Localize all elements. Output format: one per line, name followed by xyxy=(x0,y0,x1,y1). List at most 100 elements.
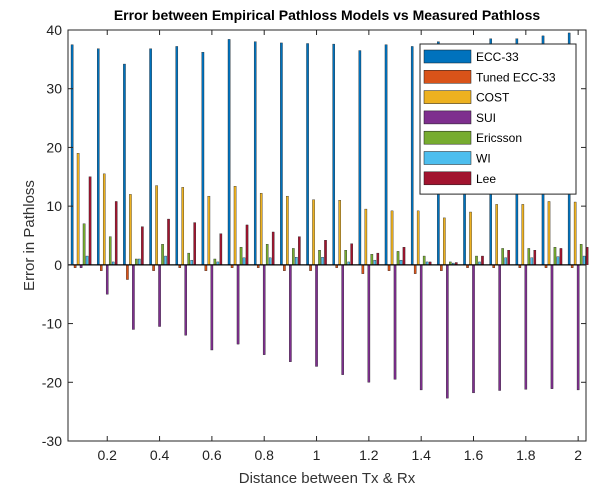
legend-label-wi: WI xyxy=(476,152,491,166)
bar-ecc-33-12 xyxy=(358,50,362,266)
bar-sui-17 xyxy=(498,264,501,391)
legend-swatch-tuned-ecc-33 xyxy=(423,70,472,84)
y-tick-label: 20 xyxy=(46,139,62,155)
bar-cost-14 xyxy=(416,210,420,266)
bar-ecc-33-6 xyxy=(201,52,205,266)
plot-frame xyxy=(67,29,587,442)
legend-swatch-ecc-33 xyxy=(423,49,472,64)
bar-cost-19 xyxy=(547,201,551,266)
bar-cost-7 xyxy=(233,186,237,266)
bar-ericsson-10 xyxy=(318,250,321,266)
bar-sui-10 xyxy=(315,264,318,367)
bar-sui-3 xyxy=(132,264,135,330)
legend-label-lee: Lee xyxy=(476,172,496,186)
bar-sui-20 xyxy=(576,264,580,391)
bar-tuned-ecc-33-13 xyxy=(387,264,391,271)
bar-lee-18 xyxy=(533,250,537,266)
bar-cost-10 xyxy=(312,199,315,266)
bar-lee-5 xyxy=(193,222,196,266)
bar-ecc-33-4 xyxy=(149,48,152,266)
bar-ericsson-20 xyxy=(579,244,583,266)
bar-ericsson-18 xyxy=(527,248,531,266)
x-tick-label: 1 xyxy=(313,447,321,463)
bar-sui-7 xyxy=(236,264,240,345)
bar-lee-11 xyxy=(350,243,353,266)
bar-ecc-33-5 xyxy=(175,46,179,266)
bar-lee-1 xyxy=(88,176,92,266)
bar-ericsson-19 xyxy=(553,247,557,266)
bar-sui-12 xyxy=(367,264,371,383)
bar-wi-5 xyxy=(190,259,193,266)
bar-wi-13 xyxy=(399,259,403,266)
bar-ericsson-9 xyxy=(292,248,295,266)
x-tick-label: 1.2 xyxy=(359,447,379,463)
x-tick-label: 0.6 xyxy=(202,447,222,463)
x-tick-label: 1.6 xyxy=(464,447,484,463)
x-tick-label: 2 xyxy=(574,447,582,463)
y-tick-label: 40 xyxy=(46,22,62,38)
bar-ericsson-17 xyxy=(501,248,504,266)
bar-cost-2 xyxy=(102,173,106,266)
bar-lee-6 xyxy=(219,233,223,266)
bar-ericsson-7 xyxy=(239,247,243,266)
bar-sui-5 xyxy=(184,264,187,336)
legend-swatch-cost xyxy=(423,90,472,104)
bar-lee-19 xyxy=(559,248,563,266)
x-tick-label: 0.8 xyxy=(254,447,274,463)
bar-cost-8 xyxy=(259,193,263,266)
bar-sui-8 xyxy=(262,264,266,355)
bar-wi-3 xyxy=(138,258,141,266)
bar-lee-17 xyxy=(507,250,510,266)
bar-ecc-33-8 xyxy=(253,41,257,266)
bar-wi-8 xyxy=(268,257,272,266)
bar-ericsson-3 xyxy=(135,258,138,266)
legend-swatch-ericsson xyxy=(423,130,472,145)
legend-label-ecc-33: ECC-33 xyxy=(476,50,519,64)
x-axis-label: Distance between Tx & Rx xyxy=(239,470,416,487)
bar-sui-14 xyxy=(419,264,423,391)
bar-ecc-33-3 xyxy=(123,63,126,266)
bar-cost-17 xyxy=(495,204,498,266)
y-tick-label: 10 xyxy=(46,198,62,214)
bar-lee-7 xyxy=(245,224,249,266)
legend-swatch-wi xyxy=(423,151,472,165)
bar-cost-16 xyxy=(469,211,472,266)
bar-wi-1 xyxy=(85,255,89,266)
bar-lee-16 xyxy=(481,255,484,266)
bar-ericsson-14 xyxy=(422,255,426,266)
bar-tuned-ecc-33-3 xyxy=(126,264,129,280)
bar-ecc-33-2 xyxy=(97,48,100,266)
bar-lee-10 xyxy=(324,240,327,266)
bar-cost-9 xyxy=(286,195,289,266)
x-tick-label: 0.2 xyxy=(98,447,118,463)
bar-wi-4 xyxy=(164,255,167,266)
chart-title: Error between Empirical Pathloss Models … xyxy=(114,7,541,23)
y-axis-label: Error in Pathloss xyxy=(21,180,38,291)
bar-lee-2 xyxy=(114,201,118,266)
bar-sui-16 xyxy=(472,264,475,394)
bar-sui-18 xyxy=(524,264,528,390)
x-tick-label: 1.4 xyxy=(411,447,431,463)
legend-label-ericsson: Ericsson xyxy=(476,131,522,145)
bar-cost-13 xyxy=(390,210,394,266)
y-tick-label: 0 xyxy=(54,257,62,273)
bar-cost-5 xyxy=(181,187,185,266)
legend-label-tuned-ecc-33: Tuned ECC-33 xyxy=(476,70,556,84)
bar-tuned-ecc-33-9 xyxy=(283,264,286,271)
bar-ericsson-8 xyxy=(265,244,269,266)
bar-wi-20 xyxy=(582,255,586,266)
bar-tuned-ecc-33-14 xyxy=(413,264,417,274)
bar-tuned-ecc-33-12 xyxy=(361,264,365,274)
bar-sui-6 xyxy=(210,264,214,351)
bar-wi-10 xyxy=(321,257,324,266)
bar-ecc-33-1 xyxy=(70,44,74,266)
legend-swatch-lee xyxy=(423,171,472,186)
bar-sui-19 xyxy=(550,264,554,389)
bar-tuned-ecc-33-10 xyxy=(309,264,312,271)
y-tick-label: -30 xyxy=(42,433,62,449)
bar-cost-4 xyxy=(155,185,158,266)
bar-lee-9 xyxy=(298,236,301,266)
bar-lee-13 xyxy=(402,247,406,266)
